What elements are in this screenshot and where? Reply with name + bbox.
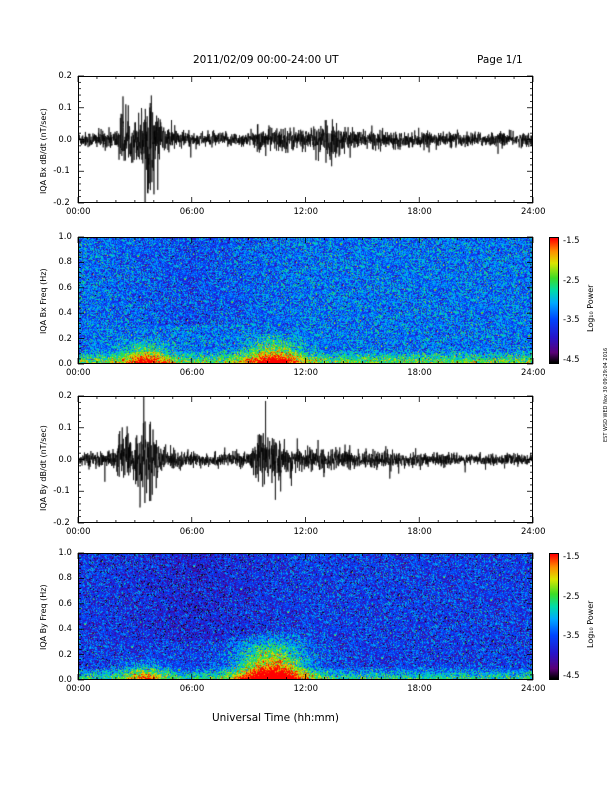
y-tick-label: 0.2 <box>58 649 72 660</box>
x-axis-title: Universal Time (hh:mm) <box>212 712 339 724</box>
colorbar-tick-label: -3.5 <box>563 631 580 642</box>
colorbar-tick-label: -2.5 <box>563 591 580 602</box>
by-freq-ylabel: IQA By Freq (Hz) <box>39 584 48 650</box>
y-tick-label: 1.0 <box>58 548 72 558</box>
y-tick-label: 0.8 <box>58 573 72 584</box>
by-colorbar-label: Log₁₀ Power <box>586 600 595 648</box>
page-indicator: Page 1/1 <box>477 54 523 66</box>
y-tick-label: 0.2 <box>58 333 72 344</box>
y-tick-label: -0.1 <box>53 486 70 497</box>
x-tick-label: 24:00 <box>521 684 546 694</box>
bx-freq-ylabel: IQA Bx Freq (Hz) <box>39 268 48 334</box>
bx-colorbar-label: Log₁₀ Power <box>586 284 595 332</box>
y-tick-label: 0.4 <box>58 624 72 635</box>
x-tick-label: 00:00 <box>66 527 91 537</box>
x-tick-label: 06:00 <box>179 684 205 694</box>
y-tick-label: 0.0 <box>58 454 72 465</box>
y-tick-label: 0.2 <box>58 71 72 81</box>
timestamp-stamp: EST WSD WED Nov 30 09:29:04 2016 <box>603 347 609 442</box>
by-dbdt-trace <box>79 397 532 522</box>
y-tick-label: 0.6 <box>58 598 72 609</box>
by-dbdt-panel <box>78 396 533 523</box>
colorbar-tick-label: -2.5 <box>563 275 580 286</box>
plot-title: 2011/02/09 00:00-24:00 UT <box>193 54 339 66</box>
bx-dbdt-trace <box>79 77 532 202</box>
by-spectrogram-panel <box>78 553 533 680</box>
x-tick-label: 06:00 <box>179 207 205 217</box>
x-tick-label: 12:00 <box>293 207 319 217</box>
x-tick-label: 24:00 <box>521 207 546 217</box>
x-tick-label: 18:00 <box>407 684 432 694</box>
x-tick-label: 00:00 <box>66 684 91 694</box>
bx-spectrogram-panel <box>78 237 533 364</box>
x-tick-label: 00:00 <box>66 368 91 378</box>
by-dbdt-ylabel: IQA By dB/dt (nT/sec) <box>39 425 48 511</box>
bx-spectrogram <box>79 238 532 363</box>
x-tick-label: 00:00 <box>66 207 91 217</box>
y-tick-label: 0.6 <box>58 282 72 293</box>
y-tick-label: 0.4 <box>58 308 72 319</box>
x-tick-label: 18:00 <box>407 527 432 537</box>
bx-dbdt-ylabel: IQA Bx dB/dt (nT/sec) <box>39 108 48 194</box>
x-tick-label: 24:00 <box>521 527 546 537</box>
x-tick-label: 12:00 <box>293 527 319 537</box>
x-tick-label: 18:00 <box>407 207 432 217</box>
x-tick-label: 06:00 <box>179 527 205 537</box>
y-tick-label: 0.1 <box>58 102 72 113</box>
x-tick-label: 18:00 <box>407 368 432 378</box>
bx-colorbar <box>549 237 559 364</box>
colorbar-tick-label: -1.5 <box>563 236 580 246</box>
x-tick-label: 06:00 <box>179 368 205 378</box>
y-tick-label: 0.0 <box>58 675 72 685</box>
y-tick-label: -0.2 <box>53 518 70 528</box>
bx-dbdt-panel <box>78 76 533 203</box>
y-tick-label: 0.0 <box>58 134 72 145</box>
y-tick-label: 0.2 <box>58 391 72 401</box>
by-spectrogram <box>79 554 532 679</box>
y-tick-label: 1.0 <box>58 232 72 242</box>
x-tick-label: 24:00 <box>521 368 546 378</box>
colorbar-tick-label: -4.5 <box>563 355 580 365</box>
colorbar-tick-label: -1.5 <box>563 552 580 562</box>
y-tick-label: 0.8 <box>58 257 72 268</box>
x-tick-label: 12:00 <box>293 684 319 694</box>
y-tick-label: 0.0 <box>58 359 72 369</box>
colorbar-tick-label: -4.5 <box>563 671 580 681</box>
y-tick-label: -0.2 <box>53 198 70 208</box>
y-tick-label: -0.1 <box>53 166 70 177</box>
x-tick-label: 12:00 <box>293 368 319 378</box>
y-tick-label: 0.1 <box>58 422 72 433</box>
colorbar-tick-label: -3.5 <box>563 315 580 326</box>
by-colorbar <box>549 553 559 680</box>
